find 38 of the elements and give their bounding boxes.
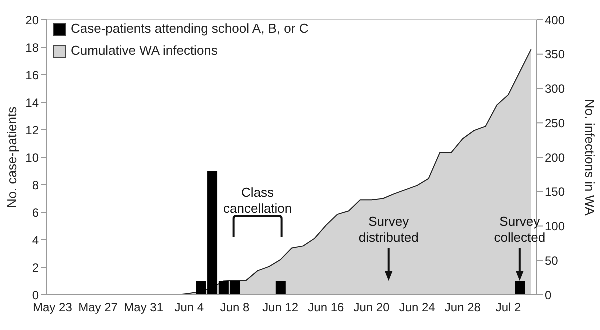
y-tick-label: 8 bbox=[32, 178, 40, 192]
y-tick-label: 4 bbox=[32, 233, 40, 248]
x-tick-label: May 27 bbox=[78, 300, 118, 315]
x-tick-label: Jun 20 bbox=[354, 300, 390, 315]
y-tick-label: 14 bbox=[26, 96, 40, 110]
y2-tick-label: 100 bbox=[545, 220, 566, 234]
y-tick-label: 6 bbox=[32, 206, 40, 220]
y-tick-label: 12 bbox=[26, 123, 40, 138]
x-tick-label: May 23 bbox=[33, 300, 73, 315]
y2-tick-label: 400 bbox=[545, 13, 566, 28]
legend-label: Case-patients attending school A, B, or C bbox=[71, 20, 309, 38]
annotation: Survey distributed bbox=[358, 214, 419, 245]
y2-tick-label: 50 bbox=[545, 254, 559, 268]
annotation: Survey collected bbox=[494, 214, 546, 245]
x-tick-label: May 31 bbox=[124, 300, 164, 315]
y-tick-label: 16 bbox=[26, 68, 40, 82]
x-tick-label: Jun 12 bbox=[262, 300, 299, 315]
legend-label: Cumulative WA infections bbox=[71, 42, 218, 60]
x-tick-label: Jun 4 bbox=[174, 300, 204, 315]
annotation: Class cancellation bbox=[223, 185, 292, 216]
y-tick-label: 10 bbox=[26, 150, 40, 165]
x-tick-label: Jun 28 bbox=[444, 300, 482, 315]
y-tick-label: 2 bbox=[32, 260, 40, 275]
y2-tick-label: 200 bbox=[545, 150, 566, 165]
x-tick-label: Jun 8 bbox=[220, 300, 250, 315]
y2-axis-title: No. infections in WA bbox=[582, 99, 598, 216]
y-axis-title: No. case-patients bbox=[4, 106, 20, 208]
y-tick-label: 0 bbox=[32, 288, 40, 302]
y2-tick-label: 0 bbox=[545, 288, 552, 302]
x-tick-label: Jul 2 bbox=[496, 300, 522, 315]
y2-tick-label: 350 bbox=[545, 48, 566, 62]
x-tick-label: Jun 24 bbox=[399, 300, 436, 315]
x-tick-label: Jun 16 bbox=[308, 300, 345, 315]
y2-tick-label: 300 bbox=[545, 82, 566, 96]
y2-tick-label: 250 bbox=[545, 116, 566, 130]
y-tick-label: 18 bbox=[26, 40, 40, 55]
y-tick-label: 20 bbox=[26, 13, 40, 28]
y2-tick-label: 150 bbox=[545, 185, 566, 200]
